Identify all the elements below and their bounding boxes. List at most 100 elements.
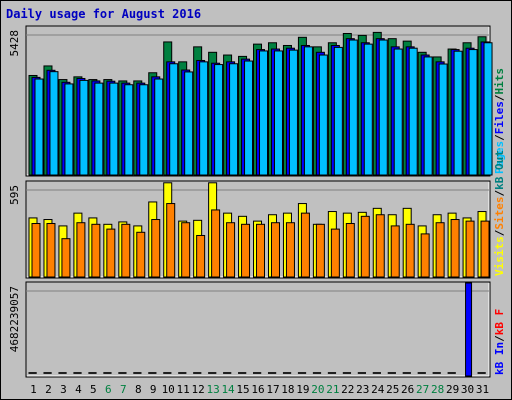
legend-item: Hits [493, 68, 506, 95]
legend-item: Pages [493, 141, 506, 174]
bar-pages [408, 47, 418, 176]
legend-separator: / [493, 229, 506, 236]
bar-pages [214, 64, 224, 176]
x-tick-label: 7 [120, 383, 127, 396]
x-tick-label: 29 [446, 383, 459, 396]
bar-kb-in [193, 372, 202, 374]
bar-pages [318, 54, 328, 176]
x-tick-label: 6 [105, 383, 112, 396]
x-tick-label: 31 [476, 383, 489, 396]
panel-background [25, 281, 491, 378]
bar-sites [31, 223, 41, 278]
bar-pages [64, 83, 74, 176]
bar-sites [136, 231, 146, 278]
x-tick-label: 24 [371, 383, 385, 396]
x-tick-label: 13 [206, 383, 219, 396]
bar-kb-in [417, 372, 426, 374]
legend-item: kB In [493, 342, 506, 375]
legend-item: kB F [493, 309, 506, 336]
bar-sites [375, 214, 385, 278]
bar-kb-in [148, 372, 157, 374]
bar-kb-in [465, 282, 473, 377]
bar-sites [211, 209, 221, 278]
bar-pages [438, 63, 448, 176]
x-tick-label: 17 [266, 383, 279, 396]
bar-sites [61, 238, 71, 278]
bar-pages [333, 46, 343, 176]
legend-item: Visits [493, 236, 506, 276]
y-max-label: 595 [8, 185, 21, 205]
bar-pages [393, 48, 403, 176]
bar-sites [330, 228, 340, 278]
bar-kb-in [432, 372, 441, 374]
x-tick-label: 21 [326, 383, 339, 396]
x-tick-label: 14 [221, 383, 235, 396]
bar-pages [154, 78, 164, 176]
x-tick-label: 28 [431, 383, 444, 396]
bar-sites [151, 219, 161, 278]
legend-item: kB Out [493, 150, 506, 190]
x-tick-label: 1 [30, 383, 37, 396]
bar-pages [363, 43, 373, 176]
bar-kb-in [238, 372, 247, 374]
bar-kb-in [133, 372, 142, 374]
bar-pages [348, 39, 358, 176]
bar-pages [273, 50, 283, 176]
bar-sites [300, 212, 310, 278]
bar-kb-in [163, 372, 172, 374]
bar-kb-in [297, 372, 307, 374]
bar-pages [139, 84, 149, 176]
x-tick-label: 27 [416, 383, 429, 396]
legend-separator: / [493, 190, 506, 197]
bar-pages [94, 82, 104, 176]
x-tick-label: 12 [192, 383, 205, 396]
bar-sites [270, 222, 280, 278]
bar-pages [244, 60, 254, 176]
bar-sites [420, 233, 430, 278]
bar-kb-in [327, 372, 337, 374]
x-tick-label: 20 [311, 383, 324, 396]
x-tick-label: 15 [236, 383, 249, 396]
bar-sites [241, 223, 251, 278]
panel-bottom: 4682239057 kB In/kB F [8, 281, 506, 378]
bar-pages [468, 49, 478, 176]
bar-sites [121, 223, 131, 278]
legend-bottom: kB In/kB F [493, 309, 506, 375]
bar-kb-in [312, 372, 322, 374]
x-tick-label: 16 [251, 383, 264, 396]
bar-kb-in [43, 372, 52, 374]
bar-sites [106, 228, 116, 278]
bar-pages [378, 39, 388, 176]
bar-pages [109, 82, 119, 176]
x-tick-label: 25 [386, 383, 399, 396]
bar-sites [345, 223, 355, 278]
bar-sites [91, 223, 101, 278]
x-tick-label: 26 [401, 383, 414, 396]
bar-sites [285, 222, 295, 278]
x-tick-label: 8 [135, 383, 142, 396]
bar-kb-in [223, 372, 232, 374]
bar-kb-in [357, 372, 367, 374]
bar-sites [256, 223, 266, 278]
bar-kb-in [253, 372, 262, 374]
bar-sites [405, 223, 415, 278]
bar-sites [181, 222, 191, 278]
bar-pages [423, 56, 433, 176]
x-tick-label: 3 [60, 383, 67, 396]
bar-kb-in [447, 372, 456, 374]
chart-title: Daily usage for August 2016 [6, 7, 201, 21]
bar-pages [49, 71, 59, 176]
bar-pages [199, 61, 209, 176]
x-tick-label: 22 [341, 383, 354, 396]
bar-kb-in [267, 372, 277, 374]
bar-pages [79, 79, 89, 176]
bar-sites [315, 223, 325, 278]
bar-pages [34, 78, 44, 176]
bar-kb-in [58, 372, 67, 374]
x-tick-label: 2 [45, 383, 52, 396]
bar-sites [360, 215, 370, 278]
bar-pages [303, 46, 313, 176]
legend-item: Sites [493, 197, 506, 230]
